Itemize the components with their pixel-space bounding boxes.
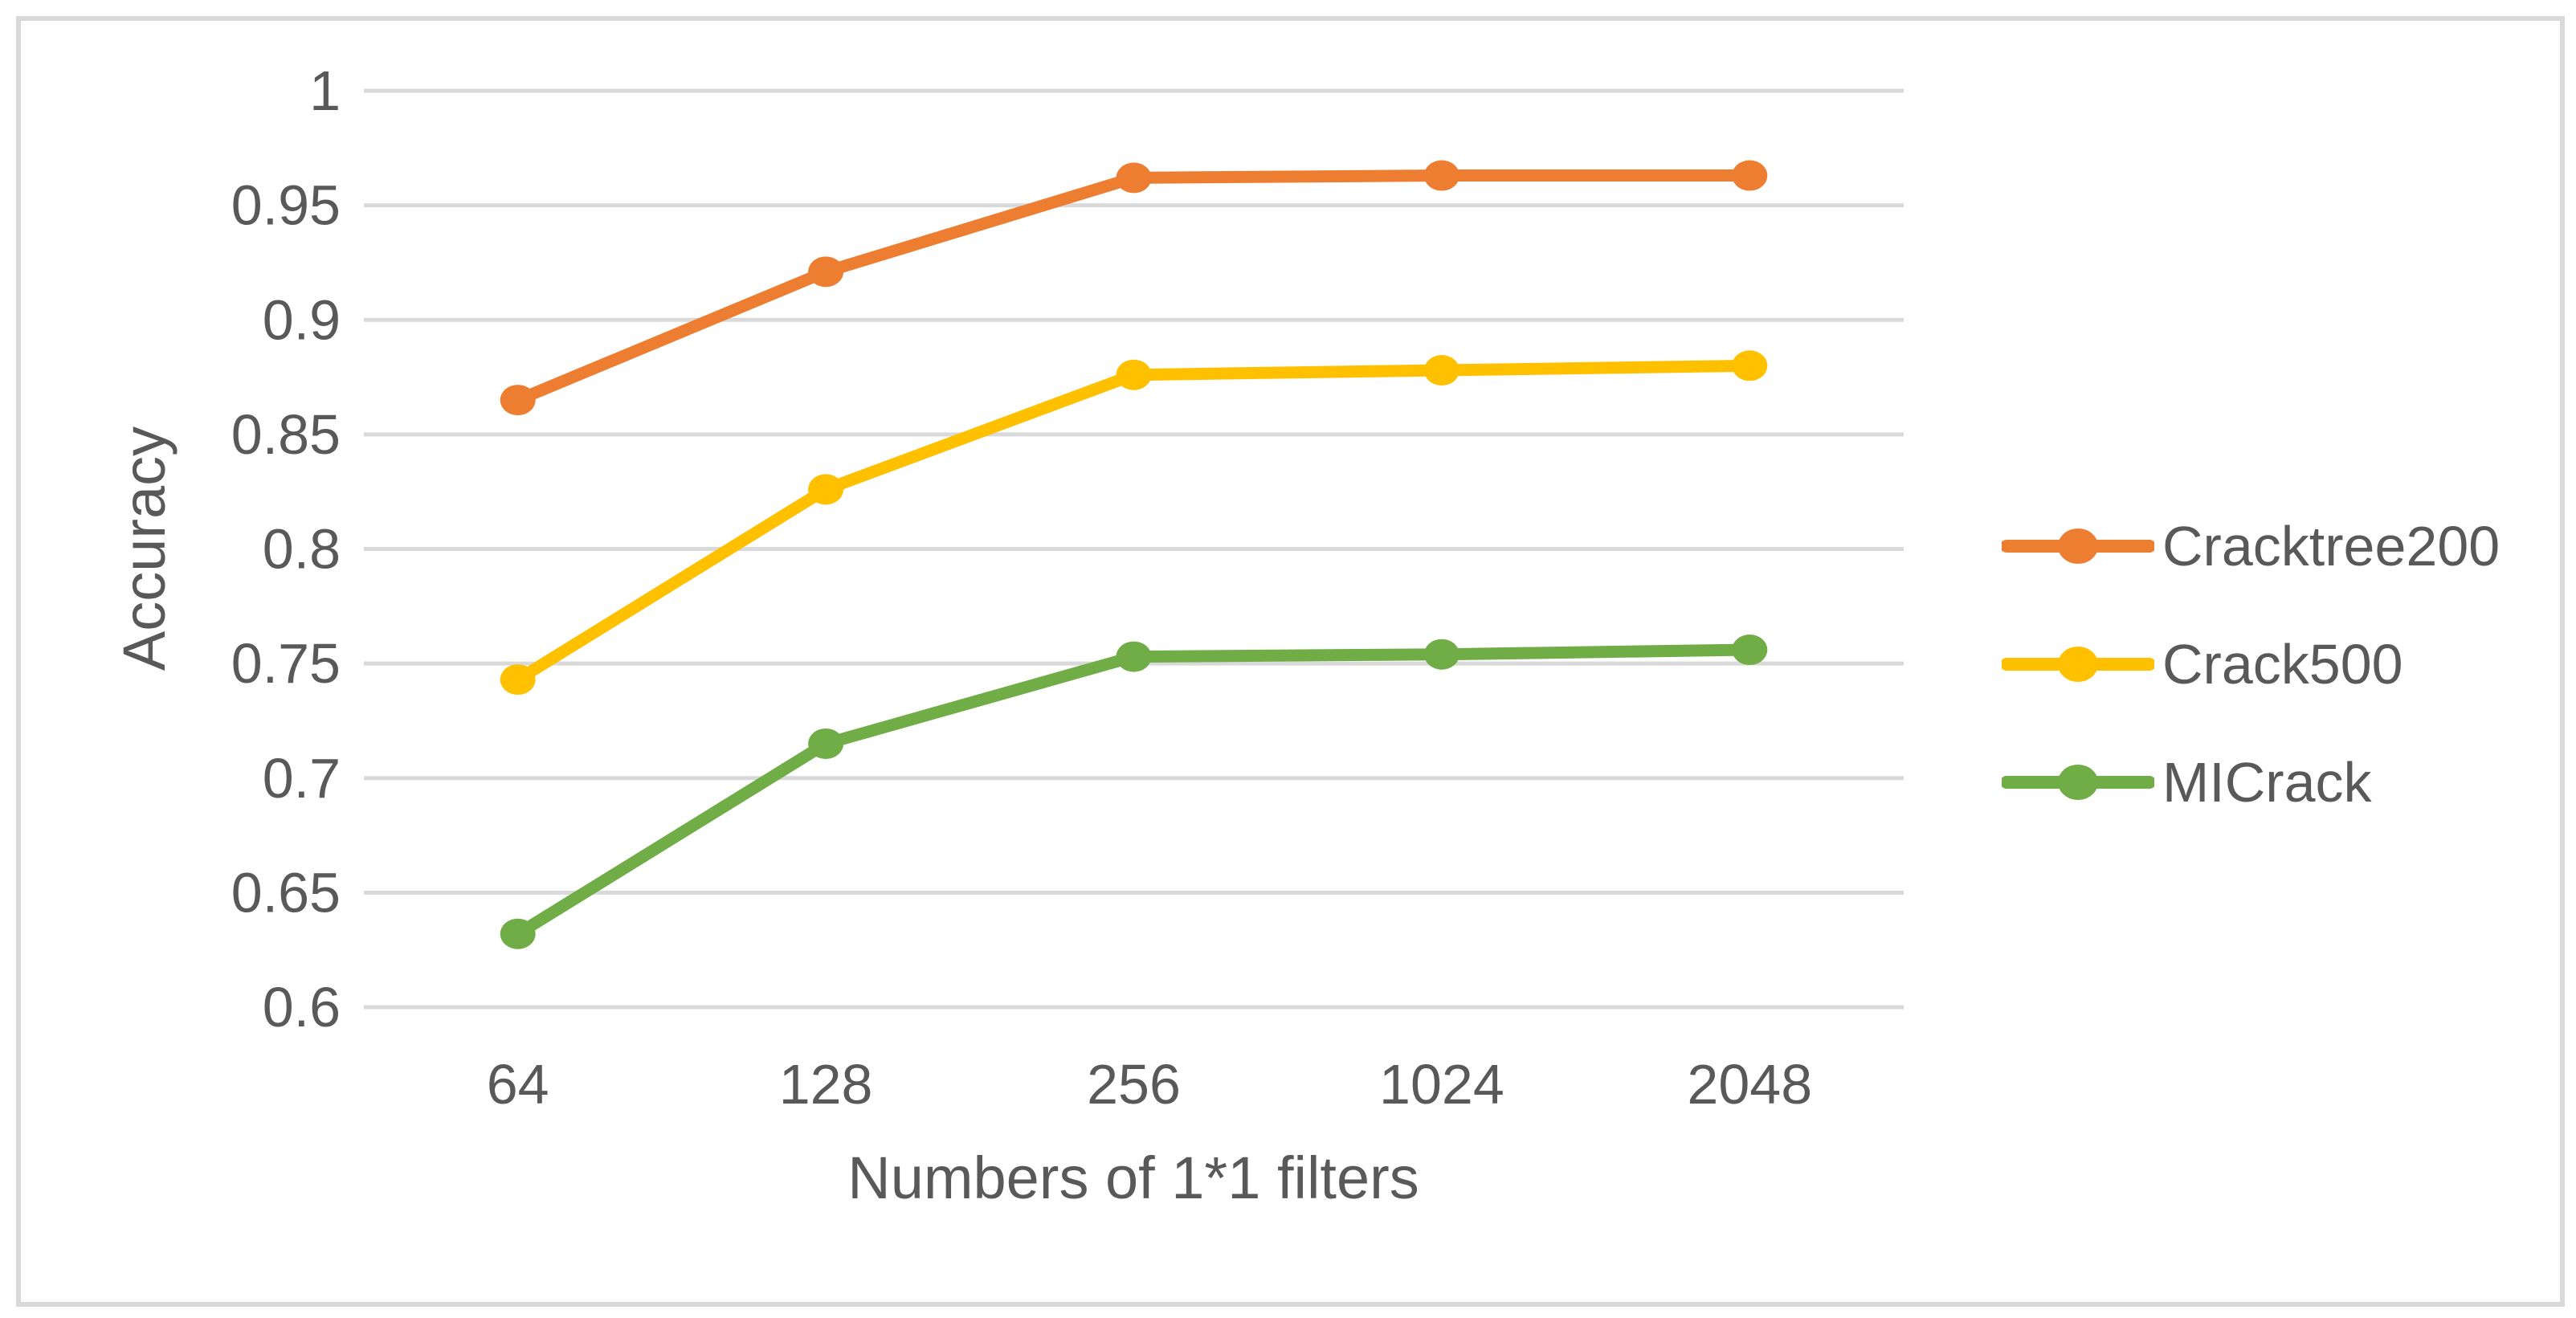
x-tick-label: 1024	[1379, 1053, 1504, 1116]
x-tick-label: 2048	[1687, 1053, 1812, 1116]
data-point-marker	[808, 474, 844, 505]
legend-label-cracktree200: Cracktree200	[2162, 515, 2500, 577]
legend-item-cracktree200: Cracktree200	[2002, 510, 2500, 582]
y-tick-label: 0.6	[263, 976, 341, 1038]
data-point-marker	[1423, 639, 1459, 670]
y-tick-label: 0.75	[231, 632, 341, 695]
series-line-crack500	[512, 359, 1756, 686]
y-tick-label: 0.95	[231, 174, 341, 237]
legend-marker-crack500-icon	[2002, 647, 2154, 682]
x-tick-label: 128	[779, 1053, 873, 1116]
data-point-marker	[1732, 635, 1768, 666]
legend-item-crack500: Crack500	[2002, 628, 2403, 700]
data-point-marker	[808, 728, 844, 759]
data-point-marker	[1732, 350, 1768, 382]
data-point-marker	[500, 385, 536, 416]
y-axis-title: Accuracy	[111, 426, 178, 671]
data-point-marker	[808, 256, 844, 288]
data-point-marker	[1116, 162, 1152, 194]
data-point-marker	[1423, 355, 1459, 386]
x-tick-label: 64	[487, 1053, 549, 1116]
y-tick-label: 0.8	[263, 518, 341, 581]
data-point-marker	[1732, 160, 1768, 191]
y-tick-label: 0.9	[263, 288, 341, 351]
y-tick-label: 1	[309, 59, 341, 122]
y-tick-label: 0.7	[263, 747, 341, 810]
x-axis-title: Numbers of 1*1 filters	[847, 1145, 1419, 1211]
legend-label-micrack: MICrack	[2162, 751, 2372, 814]
data-point-marker	[500, 918, 536, 949]
x-tick-label: 256	[1087, 1053, 1181, 1116]
legend-label-crack500: Crack500	[2162, 633, 2403, 696]
legend-item-micrack: MICrack	[2002, 746, 2372, 818]
data-point-marker	[500, 664, 536, 696]
data-point-marker	[1116, 641, 1152, 672]
data-point-marker	[1116, 359, 1152, 390]
y-tick-label: 0.85	[231, 403, 341, 466]
legend-marker-cracktree200-icon	[2002, 528, 2154, 564]
y-tick-label: 0.65	[231, 861, 341, 924]
data-point-marker	[1423, 160, 1459, 191]
legend-marker-micrack-icon	[2002, 765, 2154, 800]
